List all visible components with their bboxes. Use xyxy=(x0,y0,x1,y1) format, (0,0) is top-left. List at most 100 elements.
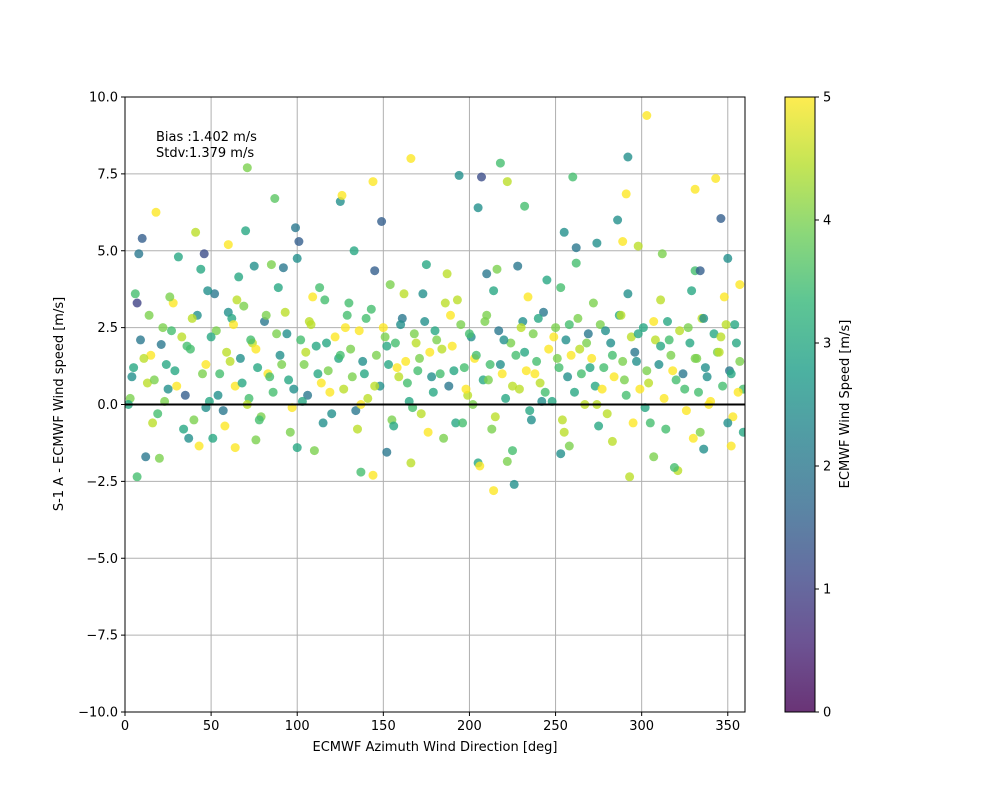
scatter-point xyxy=(368,177,378,187)
scatter-point xyxy=(167,326,176,336)
scatter-point xyxy=(394,372,404,382)
scatter-point xyxy=(487,424,497,434)
scatter-point xyxy=(511,350,521,360)
scatter-point xyxy=(447,341,457,351)
scatter-point xyxy=(389,421,399,431)
scatter-point xyxy=(656,295,666,305)
scatter-point xyxy=(303,390,313,400)
scatter-point xyxy=(409,329,419,339)
scatter-point xyxy=(666,350,676,360)
scatter-point xyxy=(489,486,499,496)
scatter-point xyxy=(282,329,292,339)
scatter-point xyxy=(342,310,352,320)
scatter-point xyxy=(654,360,664,369)
scatter-point xyxy=(613,215,623,225)
scatter-point xyxy=(459,363,469,373)
scatter-point xyxy=(418,289,428,299)
scatter-point xyxy=(251,344,261,354)
scatter-point xyxy=(588,298,598,308)
scatter-point xyxy=(406,458,416,468)
y-tick-label: −7.5 xyxy=(86,629,118,644)
scatter-point xyxy=(552,353,562,363)
scatter-point xyxy=(726,369,736,379)
scatter-point xyxy=(382,447,392,457)
colorbar-label: ECMWF Wind Speed [m/s] xyxy=(838,320,853,489)
scatter-point xyxy=(618,237,628,246)
scatter-point xyxy=(368,470,378,480)
scatter-point xyxy=(477,172,486,182)
scatter-point xyxy=(363,393,373,403)
scatter-point xyxy=(602,409,612,419)
scatter-point xyxy=(642,366,652,376)
scatter-point xyxy=(509,479,519,489)
colorbar-ticks: 0 1 2 3 4 5 xyxy=(815,91,831,721)
scatter-point xyxy=(148,418,158,428)
scatter-point xyxy=(480,317,490,326)
scatter-point xyxy=(700,363,710,373)
scatter-point xyxy=(194,441,204,451)
scatter-point xyxy=(542,275,552,285)
scatter-point xyxy=(573,313,583,323)
scatter-point xyxy=(277,360,287,369)
scatter-point xyxy=(728,412,738,422)
scatter-point xyxy=(649,317,659,326)
scatter-point xyxy=(642,111,652,120)
scatter-point xyxy=(213,390,223,400)
scatter-point xyxy=(571,243,581,253)
scatter-point xyxy=(668,366,678,376)
scatter-point xyxy=(492,264,502,274)
scatter-point xyxy=(359,369,369,379)
scatter-point xyxy=(623,289,633,299)
scatter-point xyxy=(632,356,641,366)
scatter-point xyxy=(644,378,654,388)
scatter-point xyxy=(539,307,548,317)
scatter-point xyxy=(521,366,531,376)
scatter-point xyxy=(506,338,516,348)
scatter-point xyxy=(520,201,530,211)
scatter-point xyxy=(695,427,705,437)
scatter-point xyxy=(568,172,578,182)
scatter-point xyxy=(585,363,595,373)
scatter-point xyxy=(384,360,393,369)
x-tick-label: 250 xyxy=(543,719,568,734)
scatter-point xyxy=(199,249,209,259)
scatter-point xyxy=(485,360,495,369)
scatter-point xyxy=(456,320,466,330)
scatter-point xyxy=(663,317,672,326)
scatter-point xyxy=(609,372,619,382)
y-tick-label: 7.5 xyxy=(97,167,118,182)
scatter-point xyxy=(304,317,314,326)
scatter-point xyxy=(210,289,220,299)
scatter-point xyxy=(225,356,235,366)
scatter-point xyxy=(499,335,509,345)
scatter-point xyxy=(650,335,660,345)
scatter-point xyxy=(446,310,455,320)
scatter-point xyxy=(420,317,430,326)
scatter-point xyxy=(692,353,702,363)
x-tick-label: 150 xyxy=(371,719,396,734)
scatter-point xyxy=(495,158,505,168)
scatter-point xyxy=(253,363,263,373)
scatter-point xyxy=(208,433,218,443)
scatter-point xyxy=(599,363,609,373)
x-tick-label: 50 xyxy=(203,719,220,734)
x-tick-label: 200 xyxy=(457,719,482,734)
scatter-point xyxy=(146,350,156,360)
x-tick-label: 100 xyxy=(285,719,310,734)
scatter-point xyxy=(709,329,719,339)
scatter-point xyxy=(711,174,721,183)
scatter-point xyxy=(559,427,569,437)
scatter-point xyxy=(444,381,454,391)
scatter-point xyxy=(136,335,145,345)
scatter-point xyxy=(473,203,483,213)
scatter-point xyxy=(296,335,306,345)
scatter-point xyxy=(556,449,566,459)
scatter-point xyxy=(311,341,321,351)
scatter-point xyxy=(413,366,423,376)
scatter-point xyxy=(301,347,311,357)
colorbar-tick-label: 1 xyxy=(823,583,831,598)
scatter-point xyxy=(597,384,607,394)
scatter-point xyxy=(471,350,481,360)
scatter-point xyxy=(215,369,225,379)
scatter-point xyxy=(716,214,726,223)
